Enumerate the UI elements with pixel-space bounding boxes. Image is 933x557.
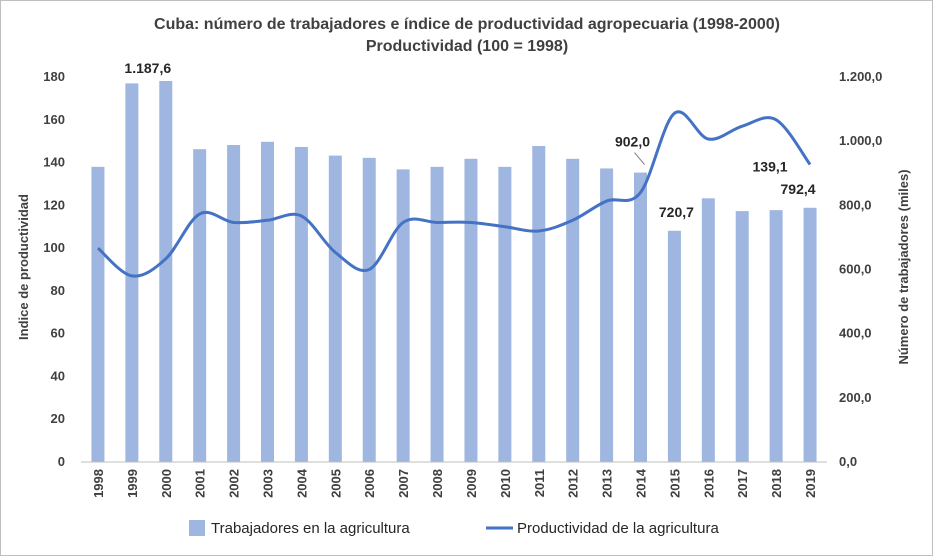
x-tick-label: 2014 <box>634 468 649 498</box>
x-tick-label: 2001 <box>193 469 208 498</box>
line-series <box>96 110 812 278</box>
bar <box>328 155 342 462</box>
x-tick-label: 2010 <box>498 469 513 498</box>
left-tick-label: 80 <box>51 283 65 298</box>
x-tick-label: 2009 <box>464 469 479 498</box>
data-annotations: 1.187,6 902,0 720,7 792,4 139,1 <box>124 60 815 220</box>
bar <box>735 211 749 462</box>
x-tick-label: 2006 <box>362 469 377 498</box>
bar <box>769 210 783 462</box>
data-label: 792,4 <box>781 181 816 197</box>
bar-series <box>91 80 817 463</box>
bar <box>159 80 173 462</box>
x-tick-label: 2019 <box>803 469 818 498</box>
legend-line-label: Productividad de la agricultura <box>517 520 719 537</box>
bar <box>362 157 376 462</box>
x-tick-label: 2015 <box>667 469 682 498</box>
right-tick-label: 1.000,0 <box>839 133 882 148</box>
data-label: 139,1 <box>753 158 788 174</box>
bar <box>667 230 681 462</box>
right-tick-label: 200,0 <box>839 390 872 405</box>
left-tick-label: 20 <box>51 411 65 426</box>
x-tick-label: 2013 <box>600 469 615 498</box>
right-tick-label: 1.200,0 <box>839 69 882 84</box>
left-tick-label: 100 <box>43 240 65 255</box>
bar <box>430 166 444 463</box>
left-tick-label: 40 <box>51 368 65 383</box>
bar <box>91 166 105 463</box>
x-tick-label: 2016 <box>701 469 716 498</box>
bar <box>498 166 512 463</box>
left-tick-label: 180 <box>43 69 65 84</box>
left-axis-title: Indice de productividad <box>16 194 31 340</box>
x-tick-label: 1998 <box>91 469 106 498</box>
data-label: 1.187,6 <box>124 60 171 76</box>
x-tick-label: 2017 <box>735 469 750 498</box>
x-axis-ticks: 1998 1999 2000 2001 2002 2003 2004 2005 2006 2007… <box>91 468 818 498</box>
right-tick-label: 800,0 <box>839 197 872 212</box>
left-tick-label: 0 <box>58 454 65 469</box>
bar <box>464 158 478 462</box>
x-tick-label: 1999 <box>125 469 140 498</box>
x-tick-label: 2005 <box>328 469 343 498</box>
x-tick-label: 2011 <box>532 469 547 497</box>
left-tick-label: 60 <box>51 326 65 341</box>
bar <box>227 145 241 462</box>
bar <box>566 158 580 462</box>
x-tick-label: 2004 <box>294 468 309 498</box>
bar <box>532 145 546 462</box>
right-axis-ticks: 0,0 200,0 400,0 600,0 800,0 1.000,0 1.200,0 <box>839 69 882 469</box>
left-tick-label: 160 <box>43 112 65 127</box>
bar <box>803 207 817 462</box>
right-axis-title: Número de trabajadores (miles) <box>896 169 911 364</box>
data-label: 720,7 <box>659 204 694 220</box>
bar <box>396 169 410 462</box>
x-tick-label: 2007 <box>396 469 411 498</box>
legend: Trabajadores en la agricultura Productiv… <box>189 520 719 537</box>
bar <box>193 149 207 462</box>
data-label: 902,0 <box>615 134 650 150</box>
bar <box>125 83 139 463</box>
legend-bar-label: Trabajadores en la agricultura <box>211 520 410 537</box>
bar <box>294 146 308 463</box>
bar <box>634 172 647 462</box>
bar <box>600 168 614 462</box>
x-tick-label: 2012 <box>566 469 581 498</box>
left-axis-ticks: 0 20 40 60 80 100 120 140 160 180 <box>43 69 65 469</box>
x-tick-label: 2000 <box>159 469 174 498</box>
annotation-leader <box>634 152 645 165</box>
productivity-line <box>96 110 812 278</box>
x-tick-label: 2002 <box>227 469 242 498</box>
bar <box>701 198 715 462</box>
x-tick-label: 2018 <box>769 469 784 498</box>
right-tick-label: 400,0 <box>839 326 872 341</box>
left-tick-label: 140 <box>43 155 65 170</box>
left-tick-label: 120 <box>43 197 65 212</box>
x-tick-label: 2008 <box>430 469 445 498</box>
right-tick-label: 0,0 <box>839 454 857 469</box>
chart-title: Cuba: número de trabajadores e índice de… <box>154 16 780 33</box>
x-tick-label: 2003 <box>261 469 276 498</box>
legend-bar-swatch <box>189 520 205 536</box>
chart-subtitle: Productividad (100 = 1998) <box>366 38 568 55</box>
right-tick-label: 600,0 <box>839 262 872 277</box>
bar <box>261 141 274 462</box>
